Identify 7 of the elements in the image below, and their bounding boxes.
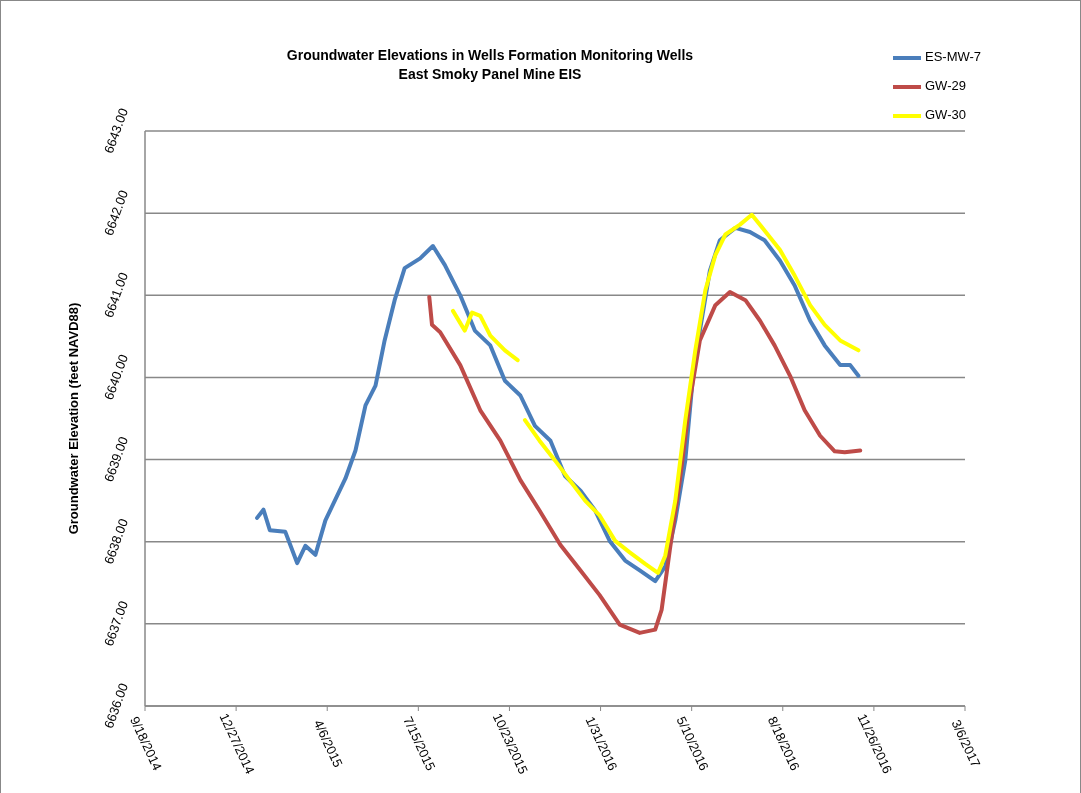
y-axis-title: Groundwater Elevation (feet NAVD88): [66, 302, 81, 535]
line-series: [427, 290, 863, 635]
legend-label: GW-30: [925, 107, 966, 123]
legend-label: ES-MW-7: [925, 49, 982, 65]
chart-subtitle: East Smoky Panel Mine EIS: [398, 66, 582, 82]
chart-title: Groundwater Elevations in Wells Formation Monitoring Wells: [286, 47, 694, 63]
legend-label: GW-29: [925, 78, 966, 94]
